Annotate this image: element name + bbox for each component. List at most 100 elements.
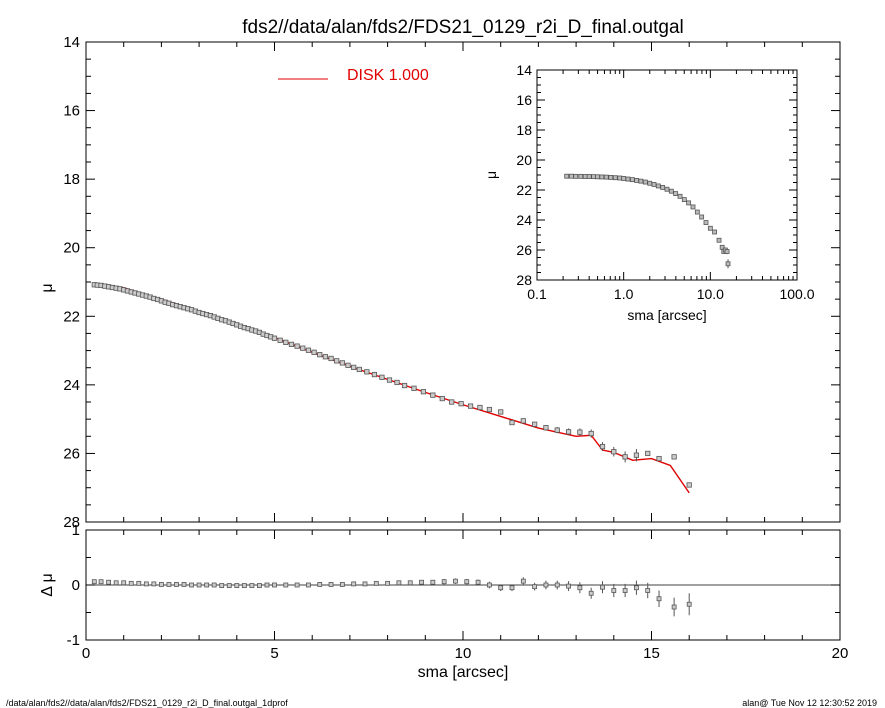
inset-data-point	[655, 183, 661, 189]
main-data-point	[411, 385, 417, 391]
inset-point-marker	[673, 191, 679, 197]
main-point-marker	[379, 374, 385, 380]
main-point-marker	[449, 399, 455, 405]
main-point-marker	[520, 418, 526, 424]
inset-data-point	[595, 174, 600, 180]
inset-ytick-label: 18	[516, 122, 532, 138]
residual-data-point	[645, 582, 651, 599]
inset-point-marker	[651, 182, 657, 187]
residual-xtick-label: 15	[643, 645, 660, 662]
residual-point-marker	[339, 582, 345, 587]
inset-ytick-label: 14	[516, 62, 532, 78]
inset-data-point	[591, 174, 597, 180]
inset-point-marker	[681, 197, 687, 203]
inset-point-marker	[564, 173, 570, 179]
inset-data-point	[564, 173, 570, 179]
main-xlabel: sma [arcsec]	[418, 664, 509, 681]
main-ytick-label: 18	[63, 171, 80, 188]
residual-data-point	[317, 582, 323, 587]
residual-panel: 0 5 10 15 20-101 Δ μ sma [arcsec]	[39, 522, 848, 681]
residual-point-marker	[645, 588, 651, 593]
main-ytick-label: 26	[63, 445, 80, 462]
main-data-point	[588, 429, 594, 438]
main-data-points	[91, 282, 692, 488]
main-point-marker	[351, 364, 357, 370]
residual-data-point	[486, 581, 492, 589]
inset-point-marker	[603, 174, 609, 180]
inset-data-point	[642, 179, 648, 185]
main-point-marker	[671, 454, 677, 460]
residual-point-marker	[204, 582, 210, 588]
main-point-marker	[334, 358, 340, 364]
main-point-marker	[356, 366, 362, 373]
main-point-marker	[339, 360, 345, 366]
residual-point-marker	[600, 584, 605, 590]
residual-point-marker	[128, 580, 134, 586]
main-point-marker	[656, 455, 662, 462]
residual-data-point	[464, 578, 470, 585]
residual-point-marker	[113, 580, 119, 586]
main-point-marker	[645, 450, 651, 457]
main-point-marker	[311, 349, 317, 355]
residual-point-marker	[419, 579, 424, 585]
residual-data-point	[520, 577, 526, 585]
residual-data-point	[189, 582, 194, 588]
model-line-path	[94, 282, 690, 494]
residual-point-marker	[656, 596, 662, 602]
residual-data-point	[174, 582, 179, 587]
inset-data-point	[707, 225, 713, 231]
main-data-point	[371, 371, 378, 378]
main-point-marker	[439, 395, 445, 402]
residual-data-point	[328, 582, 334, 587]
main-data-point	[671, 454, 677, 460]
main-point-marker	[411, 385, 417, 391]
main-point-marker	[345, 362, 351, 368]
main-data-point	[467, 403, 474, 409]
main-point-marker	[386, 377, 393, 383]
residual-point-marker	[373, 580, 379, 586]
residual-data-point	[543, 580, 549, 590]
inset-point-marker	[573, 173, 579, 179]
residual-point-marker	[407, 580, 413, 586]
main-data-point	[351, 364, 357, 370]
inset-data-point	[677, 193, 683, 199]
residual-point-marker	[249, 583, 255, 588]
residual-xtick-label: 0	[82, 645, 90, 662]
inset-data-point	[608, 174, 614, 180]
residual-data-point	[113, 580, 119, 586]
main-point-marker	[588, 430, 594, 437]
residual-point-marker	[294, 582, 300, 588]
main-point-marker	[486, 406, 492, 413]
residual-data-point	[158, 582, 164, 587]
residual-data-point	[656, 590, 662, 607]
main-data-point	[449, 399, 455, 405]
residual-point-marker	[543, 582, 549, 588]
main-data-point	[622, 451, 628, 463]
main-point-marker	[328, 355, 334, 362]
main-data-point	[305, 347, 312, 353]
main-data-point	[317, 352, 323, 358]
residual-point-marker	[509, 585, 515, 591]
inset-point-marker	[707, 225, 713, 231]
main-data-point	[328, 355, 334, 362]
inset-data-point	[586, 174, 592, 179]
residual-data-point	[498, 584, 504, 592]
inset-ytick-label: 24	[516, 212, 532, 228]
residual-data-point	[241, 583, 247, 588]
residual-data-point	[98, 579, 104, 585]
main-point-marker	[394, 379, 400, 386]
inset-point-marker	[638, 178, 644, 184]
main-data-point	[656, 455, 662, 462]
inset-point-marker	[582, 174, 588, 179]
inset-point-marker	[712, 229, 717, 235]
main-point-marker	[686, 482, 692, 488]
residual-point-marker	[351, 581, 357, 587]
residual-data-point	[136, 580, 142, 586]
inset-data-points	[564, 173, 731, 269]
inset-xtick-label: 0.1	[527, 286, 547, 302]
residual-data-point	[128, 580, 134, 586]
inset-point-marker	[716, 237, 722, 243]
residual-data-point	[430, 579, 436, 585]
residual-point-marker	[475, 579, 481, 585]
main-point-marker	[271, 335, 278, 341]
